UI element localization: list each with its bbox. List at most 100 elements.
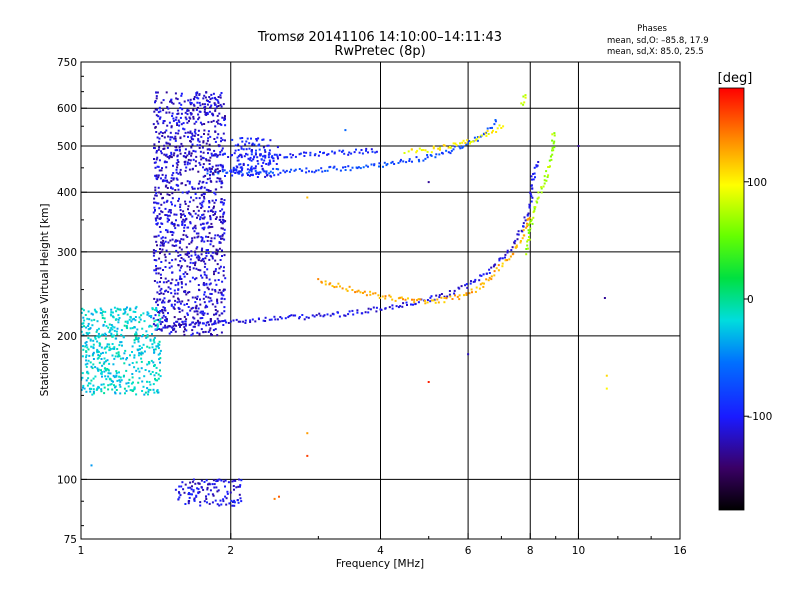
data-point bbox=[360, 149, 363, 151]
data-point bbox=[467, 353, 470, 356]
data-point bbox=[146, 387, 149, 390]
data-point bbox=[117, 308, 120, 311]
data-point bbox=[211, 255, 214, 258]
data-point bbox=[517, 230, 520, 233]
data-point bbox=[158, 358, 161, 361]
data-point bbox=[188, 242, 191, 245]
data-point bbox=[193, 134, 196, 137]
data-point bbox=[166, 217, 169, 220]
data-point bbox=[180, 103, 183, 106]
data-point bbox=[157, 373, 160, 376]
phases-o-stats: mean, sd,O: –85.8, 17.9 bbox=[607, 36, 709, 46]
data-point bbox=[113, 384, 115, 387]
data-point bbox=[298, 168, 301, 170]
data-point bbox=[111, 311, 114, 314]
data-point bbox=[402, 298, 404, 301]
data-point bbox=[174, 137, 177, 140]
data-point bbox=[89, 327, 92, 330]
data-point bbox=[528, 236, 530, 238]
data-point bbox=[153, 364, 156, 366]
data-point bbox=[190, 136, 193, 139]
data-point bbox=[197, 324, 200, 327]
data-point bbox=[158, 191, 161, 194]
data-point bbox=[164, 290, 166, 293]
data-point bbox=[211, 323, 214, 326]
data-point bbox=[195, 108, 198, 111]
data-point bbox=[207, 321, 209, 324]
data-point bbox=[154, 194, 157, 197]
data-point bbox=[458, 287, 461, 290]
data-point bbox=[211, 97, 214, 100]
data-point bbox=[337, 311, 339, 314]
data-point bbox=[220, 92, 223, 94]
data-point bbox=[147, 393, 149, 396]
data-point bbox=[192, 316, 195, 319]
data-point bbox=[237, 149, 240, 151]
data-point bbox=[146, 311, 149, 314]
data-point bbox=[290, 156, 293, 159]
data-point bbox=[138, 352, 141, 355]
data-point bbox=[170, 292, 173, 295]
data-point bbox=[184, 324, 187, 327]
data-point bbox=[318, 312, 321, 315]
data-point bbox=[160, 237, 163, 240]
data-point bbox=[183, 128, 186, 131]
data-point bbox=[207, 210, 210, 213]
data-point bbox=[189, 131, 192, 134]
data-point bbox=[203, 108, 206, 111]
data-point bbox=[180, 248, 183, 251]
data-point bbox=[159, 361, 161, 364]
data-point bbox=[301, 314, 304, 316]
data-point bbox=[488, 268, 491, 271]
data-point bbox=[159, 244, 162, 247]
data-point bbox=[504, 253, 507, 256]
data-point bbox=[492, 265, 495, 268]
data-point bbox=[384, 307, 387, 310]
data-point bbox=[207, 236, 210, 238]
data-point bbox=[439, 148, 441, 151]
data-point bbox=[192, 117, 195, 120]
data-point bbox=[216, 298, 219, 301]
data-point bbox=[187, 205, 190, 208]
data-point bbox=[186, 254, 189, 256]
data-point bbox=[118, 355, 121, 358]
data-point bbox=[268, 159, 271, 162]
data-point bbox=[152, 323, 155, 326]
data-point bbox=[158, 293, 161, 295]
data-point bbox=[124, 307, 127, 310]
data-point bbox=[159, 375, 162, 378]
data-point bbox=[129, 308, 132, 311]
data-point bbox=[85, 379, 88, 382]
data-point bbox=[192, 321, 195, 324]
data-point bbox=[240, 154, 243, 157]
data-point bbox=[426, 150, 429, 153]
data-point bbox=[521, 237, 524, 240]
data-point bbox=[269, 160, 271, 163]
data-point bbox=[219, 103, 222, 106]
data-point bbox=[393, 163, 396, 165]
data-point bbox=[222, 153, 225, 156]
data-point bbox=[262, 169, 265, 172]
data-point bbox=[397, 306, 400, 309]
data-point bbox=[523, 101, 526, 104]
data-point bbox=[245, 140, 248, 143]
data-point bbox=[216, 334, 219, 337]
data-point bbox=[535, 164, 538, 167]
data-point bbox=[170, 303, 173, 306]
data-point bbox=[234, 172, 237, 174]
data-point bbox=[178, 102, 181, 105]
data-point bbox=[207, 483, 209, 486]
data-point bbox=[96, 335, 99, 338]
data-point bbox=[162, 281, 165, 284]
data-point bbox=[176, 159, 179, 162]
data-point bbox=[206, 268, 209, 271]
data-point bbox=[201, 103, 204, 106]
data-point bbox=[103, 392, 106, 395]
data-point bbox=[180, 142, 183, 145]
data-point bbox=[163, 201, 166, 204]
data-point bbox=[125, 358, 128, 361]
data-point bbox=[122, 357, 125, 360]
data-point bbox=[205, 274, 208, 277]
data-point bbox=[188, 496, 191, 499]
data-point bbox=[221, 201, 224, 204]
